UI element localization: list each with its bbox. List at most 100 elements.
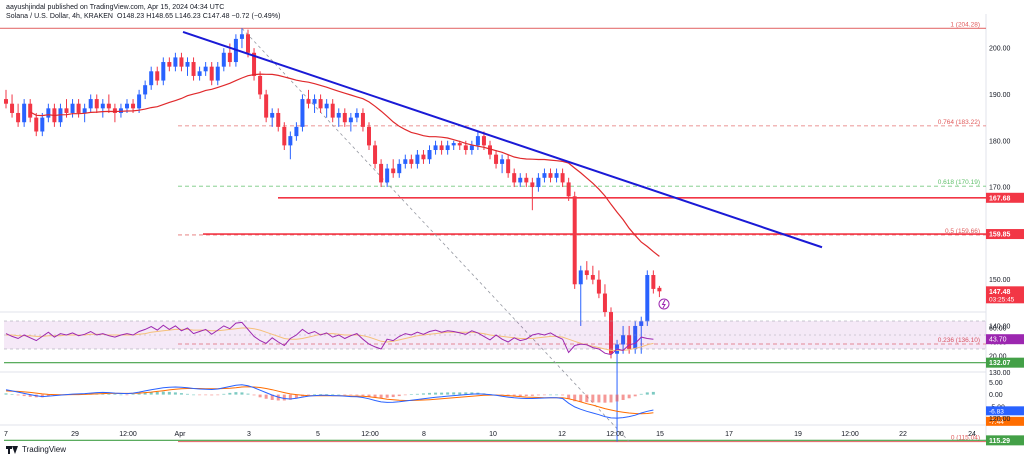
candle-body xyxy=(64,108,69,113)
macd-histogram-bar xyxy=(440,392,444,395)
candle-body xyxy=(155,71,160,81)
price-tick-label: 120.00 xyxy=(989,416,1011,423)
macd-histogram-bar xyxy=(555,394,559,396)
macd-histogram-bar xyxy=(597,394,601,403)
fib-level-label: 0.764 (183.22) xyxy=(938,119,980,126)
candle-body xyxy=(354,112,359,118)
macd-histogram-bar xyxy=(186,393,189,395)
footer-branding[interactable]: TradingView xyxy=(6,445,66,454)
signal-last-label: -7.44 xyxy=(989,419,1004,426)
price-label-box xyxy=(986,435,1024,446)
candle-body xyxy=(137,94,142,109)
macd-histogram-bar xyxy=(210,394,214,396)
candle-body xyxy=(457,143,462,146)
macd-histogram-bar xyxy=(125,394,129,396)
author-line: aayushjindal published on TradingView.co… xyxy=(6,4,280,11)
macd-histogram-bar xyxy=(131,394,135,395)
candle-body xyxy=(609,312,613,354)
candle-body xyxy=(379,163,384,183)
macd-histogram-bar xyxy=(542,394,546,396)
candle-body xyxy=(294,126,299,137)
macd-histogram-bar xyxy=(28,394,32,397)
symbol-title[interactable]: Solana / U.S. Dollar, 4h, KRAKEN xyxy=(6,13,114,20)
candle-body xyxy=(306,99,311,104)
candle-body xyxy=(572,196,577,285)
price-tick-label: 180.00 xyxy=(989,138,1011,145)
macd-histogram-bar xyxy=(294,394,298,399)
time-tick-label: 24 xyxy=(968,431,976,438)
time-tick-label: 12:00 xyxy=(841,431,859,438)
candle-body xyxy=(373,145,378,164)
candle-body xyxy=(118,108,123,113)
candle-body xyxy=(125,103,129,109)
macd-histogram-bar xyxy=(621,394,625,400)
candle-body xyxy=(415,154,420,164)
macd-histogram-bar xyxy=(161,391,165,395)
macd-histogram-bar xyxy=(434,392,438,395)
candle-body xyxy=(215,66,220,81)
candle-body xyxy=(336,112,341,118)
candle-body xyxy=(512,173,517,183)
candle-body xyxy=(143,85,148,95)
candle-body xyxy=(106,103,111,109)
candle-body xyxy=(645,275,650,322)
fib-level-label: 1 (204.28) xyxy=(950,21,980,28)
candle-body xyxy=(385,168,390,183)
macd-histogram-bar xyxy=(549,394,552,396)
price-label-text: 132.07 xyxy=(989,360,1011,367)
candle-body xyxy=(481,136,486,146)
macd-histogram-bar xyxy=(603,394,607,403)
macd-histogram-bar xyxy=(234,392,238,395)
candle-body xyxy=(161,62,166,81)
candle-body xyxy=(112,108,117,113)
candle-body xyxy=(500,159,505,164)
candle-body xyxy=(560,173,565,183)
macd-tick-label: 5.00 xyxy=(989,380,1003,387)
macd-histogram-bar xyxy=(512,394,516,397)
price-label-box xyxy=(986,357,1024,368)
macd-last-label: -6.83 xyxy=(989,408,1004,415)
candle-body xyxy=(475,136,480,146)
candle-body xyxy=(252,52,257,76)
macd-histogram-bar xyxy=(149,392,153,395)
candle-body xyxy=(82,108,87,113)
candle-body xyxy=(342,112,347,123)
moving-average-line xyxy=(29,73,660,257)
candle-body xyxy=(46,108,51,118)
macd-histogram-bar xyxy=(391,394,395,398)
macd-histogram-bar xyxy=(651,391,655,395)
price-label-box xyxy=(986,286,1024,304)
macd-histogram-bar xyxy=(179,393,183,395)
macd-histogram-bar xyxy=(325,394,329,395)
macd-histogram-bar xyxy=(46,394,50,397)
fib-level-label: 0.5 (159.66) xyxy=(945,228,980,235)
candle-body xyxy=(16,112,21,123)
macd-histogram-bar xyxy=(40,394,44,398)
candle-body xyxy=(566,182,571,197)
macd-histogram-bar xyxy=(561,394,565,396)
time-tick-label: 12:00 xyxy=(119,431,137,438)
candle-body xyxy=(258,75,263,95)
candle-body xyxy=(264,94,269,118)
macd-histogram-bar xyxy=(627,394,631,399)
candle-body xyxy=(536,177,541,188)
candle-body xyxy=(239,34,244,39)
author-name[interactable]: aayushjindal xyxy=(6,4,46,11)
overlay-layer xyxy=(29,30,823,310)
macd-histogram-bar xyxy=(258,394,262,398)
macd-histogram-bar xyxy=(319,394,323,395)
price-label-text: 115.29 xyxy=(989,438,1010,445)
candle-body xyxy=(300,99,305,127)
macd-histogram-bar xyxy=(458,392,462,395)
axis-layer: 120.00130.00140.00150.00160.00170.00180.… xyxy=(4,46,1024,446)
macd-histogram-bar xyxy=(10,394,14,395)
macd-histogram-bar xyxy=(343,394,347,396)
price-label-box xyxy=(986,229,1024,240)
macd-histogram-bar xyxy=(216,394,220,396)
time-tick-label: 17 xyxy=(725,431,733,438)
macd-histogram-bar xyxy=(403,394,407,396)
candle-body xyxy=(227,52,232,63)
candle-body xyxy=(28,103,33,118)
candle-body xyxy=(518,177,523,183)
